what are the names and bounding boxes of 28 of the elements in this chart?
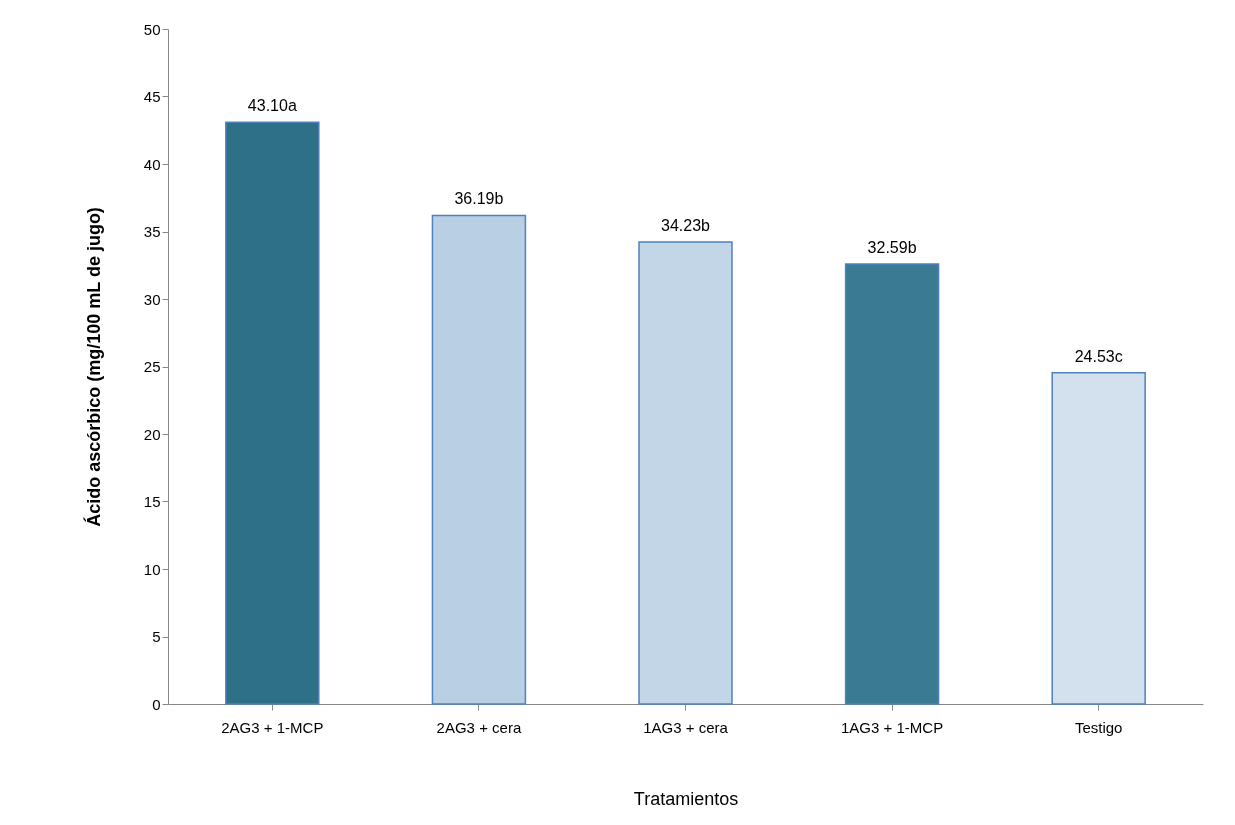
- y-tick-label: 0: [152, 695, 161, 713]
- data-label: 36.19b: [454, 190, 504, 208]
- x-tick-label: 2AG3 + cera: [436, 718, 522, 736]
- data-label: 34.23b: [661, 216, 711, 234]
- x-tick-label: 2AG3 + 1-MCP: [221, 718, 324, 736]
- x-tick-label: Testigo: [1074, 718, 1123, 736]
- bar: [225, 121, 320, 705]
- y-tick-label: 35: [143, 223, 161, 240]
- y-tick-label: 30: [143, 290, 161, 308]
- x-axis-title: Tratamientos: [633, 788, 739, 809]
- bar: [1051, 372, 1146, 705]
- bar: [431, 214, 527, 705]
- y-tick-label: 50: [143, 20, 161, 38]
- y-tick-label: 25: [143, 358, 161, 375]
- data-label: 32.59b: [867, 239, 917, 257]
- y-tick-label: 40: [143, 155, 161, 173]
- data-label: 24.53c: [1074, 347, 1123, 365]
- y-tick-label: 45: [143, 88, 161, 105]
- bar: [638, 241, 733, 705]
- x-tick-label: 1AG3 + 1-MCP: [841, 718, 944, 736]
- y-tick-label: 5: [152, 628, 161, 645]
- x-tick-label: 1AG3 + cera: [643, 718, 729, 736]
- y-tick-label: 15: [143, 493, 161, 510]
- bar: [844, 263, 940, 705]
- y-axis-title: Ácido ascórbico (mg/100 mL de jugo): [82, 207, 104, 527]
- y-tick-label: 10: [143, 560, 161, 578]
- data-label: 43.10a: [247, 97, 297, 115]
- y-tick-label: 20: [143, 425, 161, 443]
